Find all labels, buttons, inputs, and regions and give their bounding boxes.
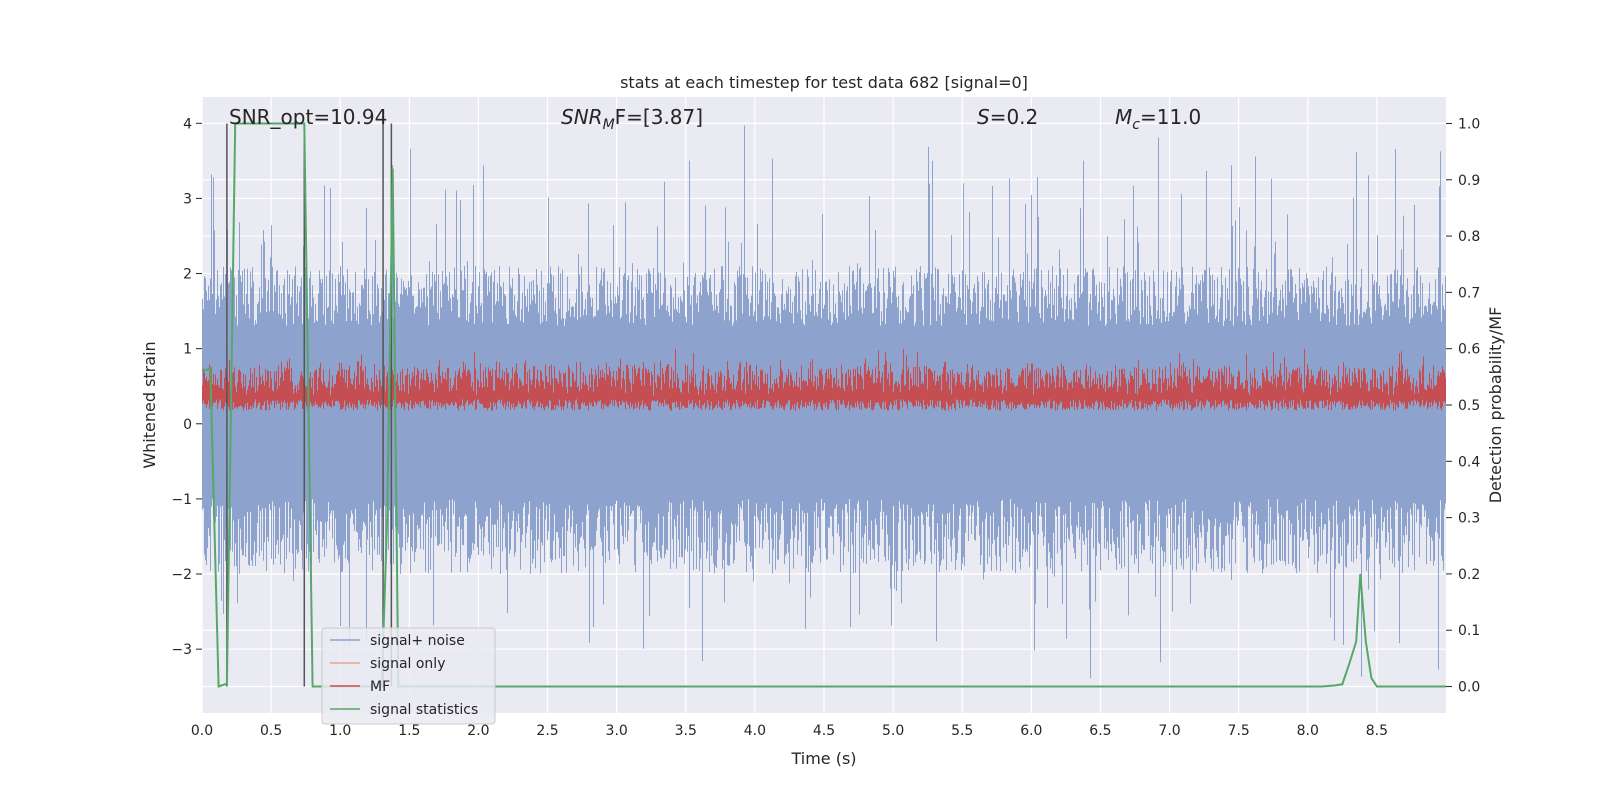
x-tick-label-13: 6.5 <box>1089 723 1111 739</box>
y2-tick-label-8: 0.8 <box>1458 229 1480 245</box>
y-axis-label: Whitened strain <box>140 341 159 468</box>
y2-tick-label-10: 1.0 <box>1458 116 1480 132</box>
x-tick-label-8: 4.0 <box>744 723 766 739</box>
y-tick-label-2: −1 <box>171 492 192 508</box>
x-tick-label-11: 5.5 <box>951 723 973 739</box>
mf-line <box>202 348 1446 411</box>
legend: signal+ noise signal only MF signal stat… <box>321 627 496 725</box>
y2-tick-label-5: 0.5 <box>1458 398 1480 414</box>
x-tick-label-3: 1.5 <box>398 723 420 739</box>
annotation-s-main: S <box>977 105 990 129</box>
y2-tick-label-0: 0.0 <box>1458 680 1480 696</box>
y2-tick-label-1: 0.1 <box>1458 623 1480 639</box>
annotation-snr-opt: SNR_opt=10.94 <box>229 105 387 129</box>
annotation-snr-mf-sub: M <box>603 117 615 133</box>
y2-tick-label-6: 0.6 <box>1458 342 1480 358</box>
x-tick-label-2: 1.0 <box>329 723 351 739</box>
chart-title: stats at each timestep for test data 682… <box>620 73 1028 92</box>
legend-box <box>321 627 496 725</box>
x-tick-label-4: 2.0 <box>467 723 489 739</box>
series-mf <box>202 348 1446 411</box>
y-tick-label-7: 4 <box>183 116 192 132</box>
annotation-mc-sub: c <box>1132 117 1140 133</box>
x-tick-label-14: 7.0 <box>1158 723 1180 739</box>
annotation-mc: Mc=11.0 <box>1115 105 1201 133</box>
y2-tick-label-4: 0.4 <box>1458 454 1480 470</box>
y2-tick-label-3: 0.3 <box>1458 511 1480 527</box>
annotation-snr-mf-main: SNR <box>561 105 603 129</box>
x-tick-label-6: 3.0 <box>606 723 628 739</box>
x-axis-label: Time (s) <box>790 749 856 768</box>
legend-label-mf: MF <box>370 679 390 695</box>
annotation-mc-main: M <box>1115 105 1132 129</box>
x-tick-label-16: 8.0 <box>1297 723 1319 739</box>
x-ticks: 0.0 0.5 1.0 1.5 2.0 2.5 3.0 3.5 4.0 4.5 5.0 5.5 6.0 6… <box>191 723 1388 739</box>
y-ticks: −3 −2 −1 0 1 2 3 4 <box>171 116 202 658</box>
x-tick-label-12: 6.0 <box>1020 723 1042 739</box>
annotation-s-rest: =0.2 <box>990 105 1039 129</box>
legend-label-signal-statistics: signal statistics <box>370 702 478 718</box>
x-tick-label-1: 0.5 <box>260 723 282 739</box>
annotation-snr-mf: SNRMF=[3.87] <box>561 105 703 133</box>
x-tick-label-7: 3.5 <box>675 723 697 739</box>
legend-label-signal-noise: signal+ noise <box>370 633 465 649</box>
y2-tick-label-9: 0.9 <box>1458 173 1480 189</box>
y-tick-label-6: 3 <box>183 191 192 207</box>
y2-axis-label: Detection probability/MF <box>1486 307 1505 504</box>
x-tick-label-15: 7.5 <box>1228 723 1250 739</box>
y-tick-label-1: −2 <box>171 567 192 583</box>
annotation-s: S=0.2 <box>977 105 1038 129</box>
y-tick-label-3: 0 <box>183 417 192 433</box>
y2-ticks: 0.0 0.1 0.2 0.3 0.4 0.5 0.6 0.7 0.8 0.9 1.0 <box>1446 116 1480 696</box>
legend-label-signal-only: signal only <box>370 656 445 672</box>
annotation-snr-mf-rest: F=[3.87] <box>615 105 703 129</box>
y2-tick-label-2: 0.2 <box>1458 567 1480 583</box>
x-tick-label-9: 4.5 <box>813 723 835 739</box>
annotation-mc-rest: =11.0 <box>1140 105 1201 129</box>
y2-tick-label-7: 0.7 <box>1458 285 1480 301</box>
x-tick-label-0: 0.0 <box>191 723 213 739</box>
y-tick-label-0: −3 <box>171 642 192 658</box>
x-tick-label-17: 8.5 <box>1366 723 1388 739</box>
y-tick-label-4: 1 <box>183 342 192 358</box>
x-tick-label-10: 5.0 <box>882 723 904 739</box>
x-tick-label-5: 2.5 <box>536 723 558 739</box>
y-tick-label-5: 2 <box>183 267 192 283</box>
